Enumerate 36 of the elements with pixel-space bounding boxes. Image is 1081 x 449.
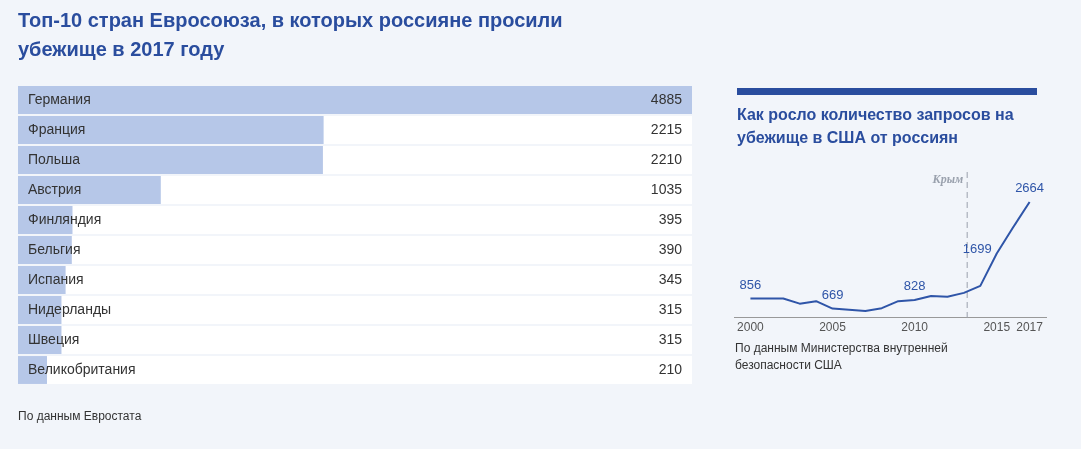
data-label: 395 [658, 210, 683, 227]
y-tick-label: Польша [28, 150, 81, 167]
data-label: 2215 [650, 120, 683, 137]
y-tick-label: Финляндия [28, 210, 102, 227]
x-tick-label: 2010 [901, 320, 929, 335]
y-tick-label: Швеция [28, 330, 80, 347]
text: По данным Евростата [18, 409, 142, 423]
x-tick-label: 2000 [737, 320, 765, 335]
y-tick-label: Нидерланды [28, 300, 112, 317]
data-label: 2210 [650, 150, 683, 167]
x-tick-label: 2017 [1016, 320, 1044, 335]
chart-title: Топ-10 стран Евросоюза, в которых россияне просили убежище в 2017 году [18, 8, 564, 62]
x-tick-label: 2015 [983, 320, 1011, 335]
data-label: 315 [658, 330, 683, 347]
data-label: 669 [821, 286, 844, 302]
data-label: 1699 [962, 240, 992, 256]
data-label: 4885 [650, 90, 683, 107]
data-label: 828 [903, 278, 926, 294]
data-label: 345 [658, 270, 683, 287]
ref-line-label: Крым [931, 172, 964, 187]
y-tick-label: Великобритания [28, 360, 136, 377]
y-tick-label: Франция [28, 120, 86, 137]
data-label: 315 [658, 300, 683, 317]
chart-title: Как росло количество запросов на убежище в США от россиян [737, 105, 1015, 148]
y-tick-label: Испания [28, 270, 84, 287]
data-label: 856 [739, 276, 762, 292]
data-label: 1035 [650, 180, 683, 197]
bar [18, 176, 161, 204]
data-label: 210 [658, 360, 683, 377]
data-label: 390 [658, 240, 683, 257]
text: По данным Министерства внутренней безопасности США [735, 340, 949, 374]
x-tick-label: 2005 [819, 320, 847, 335]
y-tick-label: Бельгия [28, 240, 81, 257]
y-tick-label: Австрия [28, 180, 82, 197]
y-tick-label: Германия [28, 90, 91, 107]
data-label: 2664 [1015, 180, 1045, 196]
